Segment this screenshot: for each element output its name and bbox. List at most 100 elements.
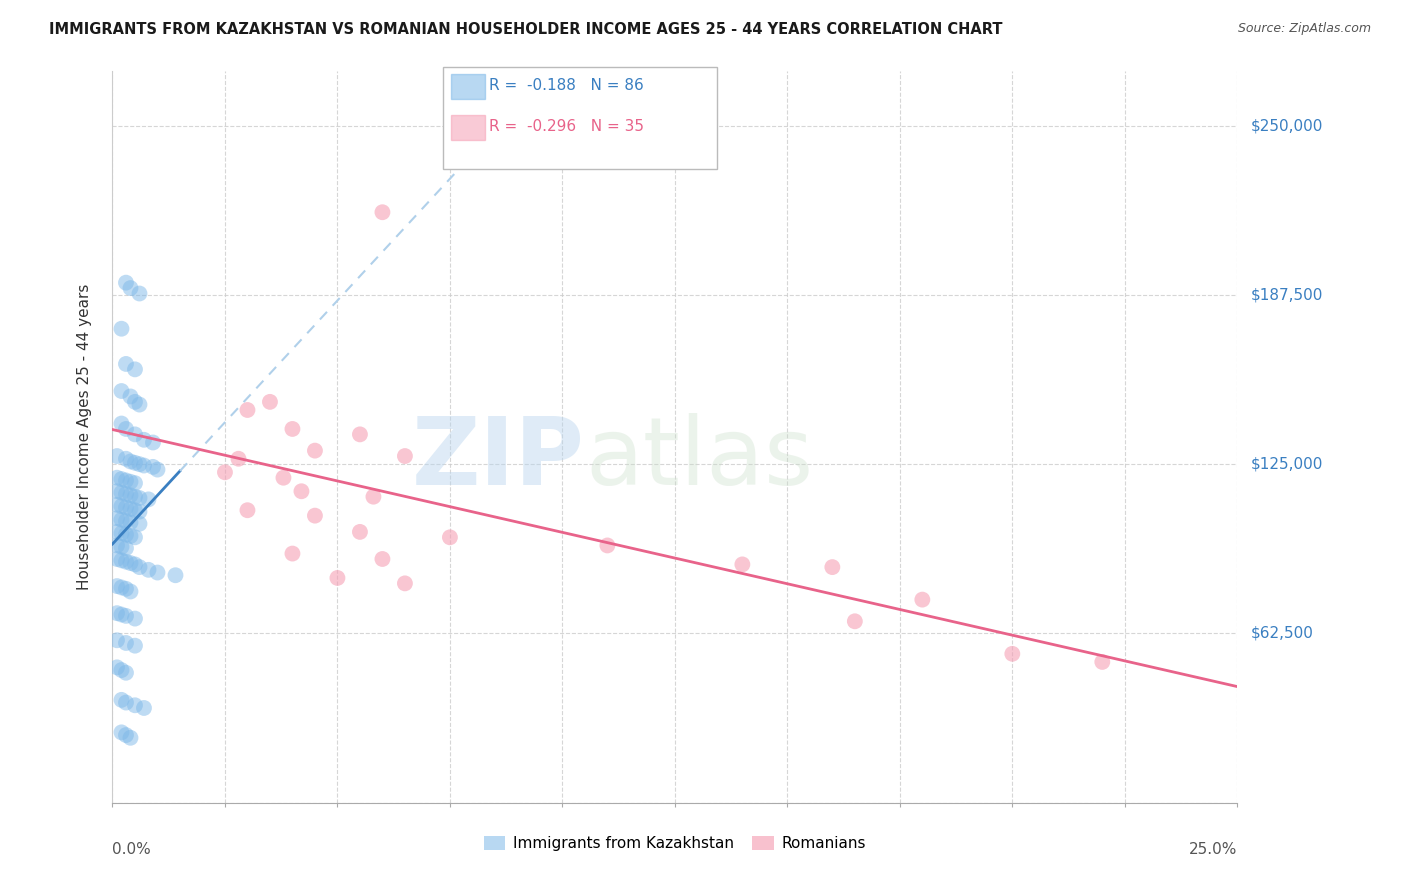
Point <box>115 422 138 436</box>
Text: R =  -0.188   N = 86: R = -0.188 N = 86 <box>489 78 644 93</box>
Point <box>911 592 934 607</box>
Point <box>110 526 132 541</box>
Point <box>115 665 138 680</box>
Point <box>124 427 146 442</box>
Point <box>128 398 150 412</box>
Point <box>115 636 138 650</box>
Point <box>236 403 259 417</box>
Point <box>128 516 150 531</box>
Point <box>394 449 416 463</box>
Point <box>394 576 416 591</box>
Point <box>115 451 138 466</box>
Point <box>115 541 138 556</box>
Text: $62,500: $62,500 <box>1251 626 1315 641</box>
Point <box>146 566 169 580</box>
Point <box>124 558 146 572</box>
Point <box>124 395 146 409</box>
Point <box>105 498 128 512</box>
Point <box>128 286 150 301</box>
Point <box>105 484 128 499</box>
Point <box>304 443 326 458</box>
Text: Source: ZipAtlas.com: Source: ZipAtlas.com <box>1237 22 1371 36</box>
Point <box>124 490 146 504</box>
Point <box>138 563 160 577</box>
Point <box>142 459 165 474</box>
Point <box>120 516 142 530</box>
Point <box>115 582 138 596</box>
Point <box>115 276 138 290</box>
Point <box>105 633 128 648</box>
Point <box>120 389 142 403</box>
Point <box>120 475 142 489</box>
Point <box>124 503 146 517</box>
Point <box>110 693 132 707</box>
Point <box>349 427 371 442</box>
Text: 0.0%: 0.0% <box>112 842 152 856</box>
Point <box>281 422 304 436</box>
Point <box>110 725 132 739</box>
Point <box>120 454 142 468</box>
Point <box>105 606 128 620</box>
Point <box>110 581 132 595</box>
Point <box>110 417 132 431</box>
Text: $125,000: $125,000 <box>1251 457 1323 472</box>
Point <box>596 538 619 552</box>
Point <box>844 615 866 629</box>
Point <box>120 584 142 599</box>
Point <box>128 491 150 505</box>
Point <box>214 465 236 479</box>
Point <box>120 529 142 543</box>
Point <box>142 435 165 450</box>
Point <box>105 538 128 552</box>
Point <box>115 474 138 488</box>
Text: $250,000: $250,000 <box>1251 118 1323 133</box>
Point <box>124 530 146 544</box>
Point <box>115 527 138 541</box>
Point <box>132 701 155 715</box>
Point <box>120 556 142 570</box>
Point <box>128 457 150 471</box>
Point <box>124 362 146 376</box>
Point <box>128 505 150 519</box>
Point <box>115 500 138 515</box>
Point <box>105 511 128 525</box>
Point <box>105 552 128 566</box>
Point <box>110 513 132 527</box>
Legend: Immigrants from Kazakhstan, Romanians: Immigrants from Kazakhstan, Romanians <box>478 830 872 857</box>
Point <box>120 731 142 745</box>
Point <box>371 205 394 219</box>
Point <box>128 560 150 574</box>
Point <box>363 490 385 504</box>
Point <box>115 487 138 501</box>
Point <box>124 698 146 713</box>
Point <box>115 608 138 623</box>
Point <box>115 728 138 742</box>
Point <box>439 530 461 544</box>
Point <box>228 451 250 466</box>
Point <box>259 395 281 409</box>
Point <box>124 476 146 491</box>
Point <box>105 449 128 463</box>
Point <box>105 660 128 674</box>
Point <box>326 571 349 585</box>
Point <box>273 471 295 485</box>
Point <box>105 471 128 485</box>
Point <box>110 322 132 336</box>
Text: $187,500: $187,500 <box>1251 287 1323 302</box>
Point <box>132 433 155 447</box>
Point <box>290 484 312 499</box>
Point <box>124 456 146 470</box>
Text: atlas: atlas <box>585 413 813 505</box>
Point <box>1091 655 1114 669</box>
Y-axis label: Householder Income Ages 25 - 44 years: Householder Income Ages 25 - 44 years <box>77 284 93 591</box>
Point <box>165 568 187 582</box>
Point <box>110 472 132 486</box>
Point <box>304 508 326 523</box>
Point <box>138 492 160 507</box>
Point <box>146 462 169 476</box>
Text: ZIP: ZIP <box>412 413 585 505</box>
Point <box>371 552 394 566</box>
Point <box>124 639 146 653</box>
Point <box>281 547 304 561</box>
Point <box>110 384 132 398</box>
